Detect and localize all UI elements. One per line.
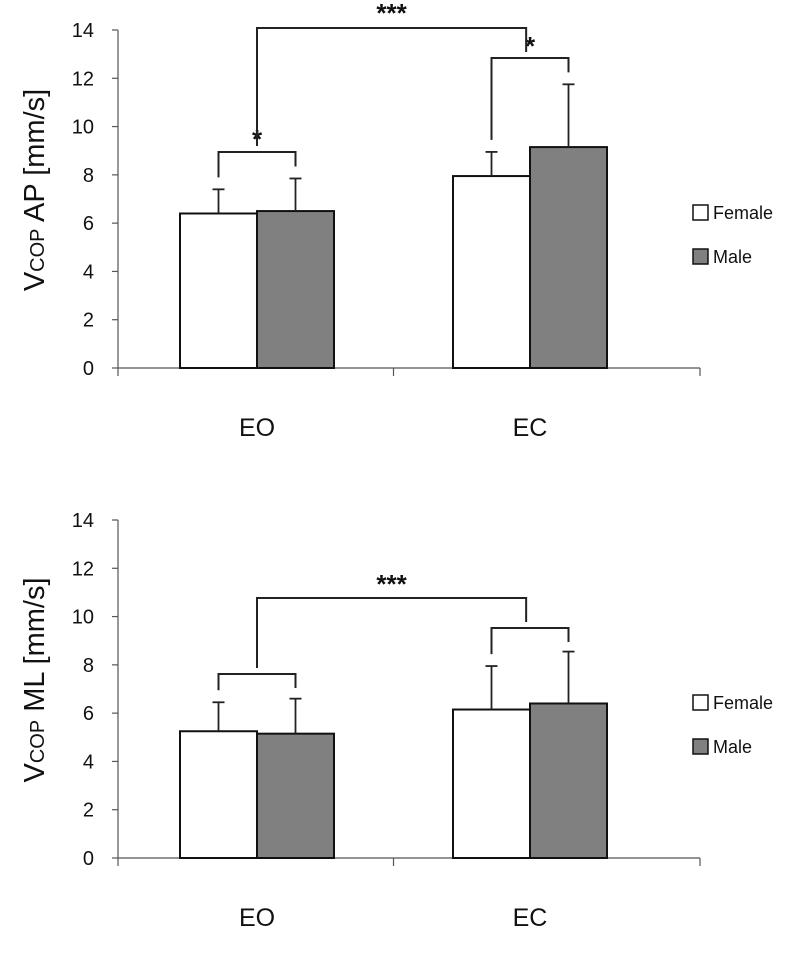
bar-ec-female <box>452 175 531 369</box>
legend-label-male: Male <box>713 737 752 757</box>
y-tick-label: 4 <box>83 261 94 283</box>
legend-swatch-male <box>692 248 709 265</box>
y-axis-label-rest: AP [mm/s] <box>19 89 51 229</box>
y-tick-label: 2 <box>83 800 94 822</box>
bar-eo-female <box>179 212 258 369</box>
legend-swatch-female <box>692 694 709 711</box>
bar-ec-female <box>452 708 531 859</box>
figure: 0 2 4 6 8 10 12 14 VCOP AP [mm/s] EO EC * * *** Female… <box>0 0 798 932</box>
significance-bracket-conditions <box>256 27 528 146</box>
y-axis-label: VCOP ML [mm/s] <box>19 578 51 783</box>
legend-swatch-female <box>692 204 709 221</box>
legend-swatch-male <box>692 738 709 755</box>
y-tick-label: 8 <box>83 165 94 187</box>
y-axis-label: VCOP AP [mm/s] <box>19 89 51 291</box>
chart-ml-svg: 0 2 4 6 8 10 12 14 VCOP ML [mm/s] EO EC *** Female Ma… <box>19 510 773 932</box>
y-tick-label: 6 <box>83 703 94 725</box>
y-tick-label: 6 <box>83 213 94 235</box>
y-tick-label: 0 <box>83 848 94 870</box>
significance-bracket <box>490 57 570 140</box>
x-category-label: EO <box>239 414 275 442</box>
chart-panel-ml: 0 2 4 6 8 10 12 14 VCOP ML [mm/s] EO EC *** Female Ma… <box>0 490 798 960</box>
bar-eo-male <box>256 732 335 860</box>
significance-bracket <box>217 673 297 691</box>
y-tick-label: 10 <box>72 117 94 139</box>
x-category-label: EC <box>513 414 548 442</box>
chart-panel-ap: 0 2 4 6 8 10 12 14 VCOP AP [mm/s] EO EC * * *** Female… <box>0 0 798 470</box>
y-tick-label: 4 <box>83 751 94 773</box>
x-category-label: EC <box>513 904 548 932</box>
y-tick-label: 14 <box>72 20 94 42</box>
y-axis-label-rest: ML [mm/s] <box>19 578 51 720</box>
x-category-label: EO <box>239 904 275 932</box>
y-tick-label: 12 <box>72 558 94 580</box>
significance-bracket-conditions <box>256 597 528 668</box>
y-axis-label-main: V <box>19 271 51 291</box>
y-tick-label: 2 <box>83 310 94 332</box>
bar-eo-female <box>179 730 258 859</box>
y-tick-label: 12 <box>72 68 94 90</box>
y-axis-label-subscript: COP <box>27 720 49 763</box>
significance-label: * <box>525 31 536 61</box>
y-tick-label: 8 <box>83 655 94 677</box>
legend-label-male: Male <box>713 247 752 267</box>
y-axis-label-main: V <box>19 763 51 783</box>
significance-label: *** <box>376 0 407 28</box>
y-axis-label-subscript: COP <box>27 228 49 271</box>
bar-eo-male <box>256 210 335 369</box>
bar-ec-male <box>529 146 608 369</box>
y-tick-label: 0 <box>83 358 94 380</box>
significance-bracket <box>490 627 570 655</box>
significance-bracket <box>217 151 297 178</box>
significance-label: *** <box>376 569 407 599</box>
legend-label-female: Female <box>713 693 773 713</box>
y-tick-label: 10 <box>72 607 94 629</box>
legend-label-female: Female <box>713 203 773 223</box>
bar-ec-male <box>529 702 608 859</box>
y-tick-label: 14 <box>72 510 94 532</box>
